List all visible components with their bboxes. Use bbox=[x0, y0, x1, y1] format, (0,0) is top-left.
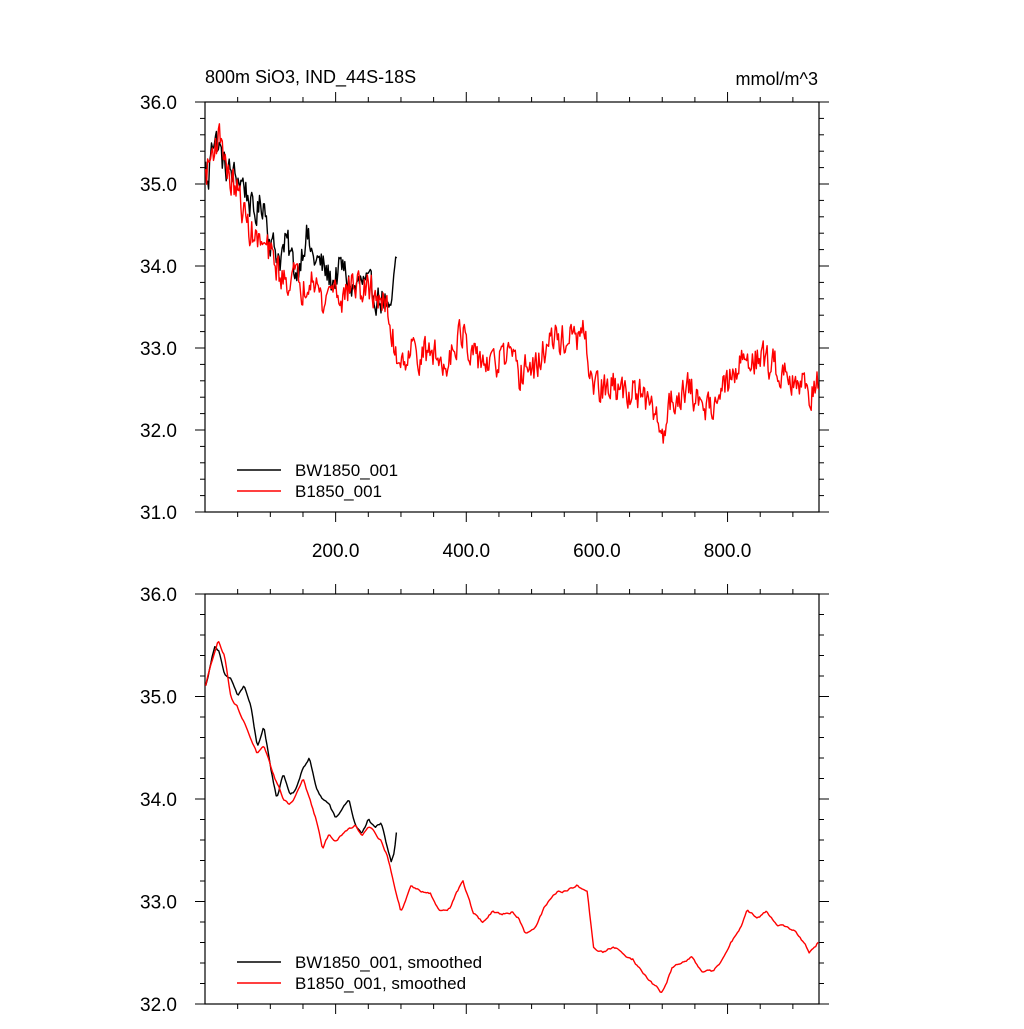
series-line-b1850 bbox=[205, 641, 819, 993]
x-tick-label: 200.0 bbox=[312, 541, 360, 562]
plot-frame bbox=[204, 593, 820, 1005]
units-label: mmol/m^3 bbox=[736, 69, 818, 89]
y-tick-label: 33.0 bbox=[140, 893, 177, 914]
x-tick-label: 600.0 bbox=[573, 541, 621, 562]
series-line-bw1850 bbox=[205, 646, 398, 863]
y-tick-label: 36.0 bbox=[140, 93, 177, 114]
y-tick-label: 36.0 bbox=[140, 585, 177, 606]
legend-label: B1850_001, smoothed bbox=[295, 974, 466, 993]
plot-frame bbox=[204, 101, 820, 513]
legend-label: BW1850_001 bbox=[295, 461, 398, 480]
y-tick-label: 34.0 bbox=[140, 257, 177, 278]
chart-title: 800m SiO3, IND_44S-18S bbox=[205, 67, 416, 88]
bottom-panel: 32.0 33.0 34.0 35.0 36.0 BW1850_001, smoothed… bbox=[140, 584, 829, 1016]
y-tick-label: 32.0 bbox=[140, 421, 177, 442]
series-line-b1850 bbox=[205, 123, 819, 444]
y-tick-label: 35.0 bbox=[140, 688, 177, 709]
legend-label: BW1850_001, smoothed bbox=[295, 953, 482, 972]
x-tick-label: 400.0 bbox=[443, 541, 491, 562]
top-panel: 800m SiO3, IND_44S-18S mmol/m^3 200.0 400… bbox=[140, 67, 829, 562]
y-tick-label: 34.0 bbox=[140, 790, 177, 811]
y-tick-label: 32.0 bbox=[140, 995, 177, 1016]
y-tick-label: 31.0 bbox=[140, 503, 177, 524]
y-tick-label: 33.0 bbox=[140, 339, 177, 360]
x-tick-label: 800.0 bbox=[704, 541, 752, 562]
y-tick-label: 35.0 bbox=[140, 175, 177, 196]
legend-label: B1850_001 bbox=[295, 482, 382, 501]
